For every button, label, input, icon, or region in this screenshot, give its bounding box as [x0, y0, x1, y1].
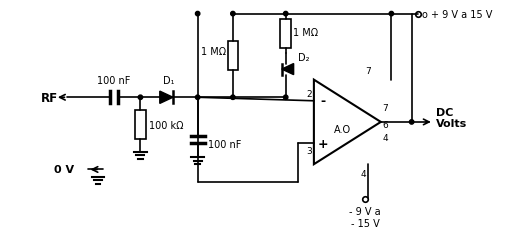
- Circle shape: [283, 96, 288, 100]
- Polygon shape: [160, 92, 173, 104]
- Text: +: +: [317, 137, 328, 150]
- Circle shape: [389, 12, 394, 17]
- Text: o + 9 V a 15 V: o + 9 V a 15 V: [422, 10, 492, 19]
- Text: 1 MΩ: 1 MΩ: [201, 47, 226, 57]
- Text: 0 V: 0 V: [54, 165, 74, 175]
- Text: 3: 3: [306, 146, 312, 155]
- Bar: [228, 42, 238, 70]
- Circle shape: [196, 12, 200, 17]
- Text: 100 kΩ: 100 kΩ: [149, 120, 184, 130]
- Text: D₂: D₂: [298, 52, 309, 63]
- Text: 4: 4: [360, 169, 366, 178]
- Circle shape: [409, 120, 414, 125]
- Polygon shape: [282, 64, 294, 75]
- Text: A.O: A.O: [334, 124, 352, 134]
- Circle shape: [138, 96, 142, 100]
- Circle shape: [231, 96, 235, 100]
- Text: 7: 7: [383, 104, 388, 113]
- Text: 100 nF: 100 nF: [97, 76, 131, 86]
- Circle shape: [196, 96, 200, 100]
- Text: 100 nF: 100 nF: [208, 139, 242, 149]
- Text: 6: 6: [383, 120, 388, 129]
- Text: 7: 7: [365, 67, 370, 76]
- Text: -: -: [320, 95, 326, 108]
- Text: 1 MΩ: 1 MΩ: [293, 27, 318, 38]
- Text: DC
Volts: DC Volts: [436, 107, 467, 129]
- Text: D₁: D₁: [163, 76, 174, 86]
- Text: RF: RF: [41, 91, 58, 104]
- Bar: [135, 111, 146, 139]
- Circle shape: [283, 12, 288, 17]
- Text: 4: 4: [383, 134, 388, 143]
- Circle shape: [231, 12, 235, 17]
- Bar: [280, 20, 291, 48]
- Text: 2: 2: [306, 90, 312, 99]
- Text: - 9 V a
- 15 V: - 9 V a - 15 V: [349, 207, 381, 228]
